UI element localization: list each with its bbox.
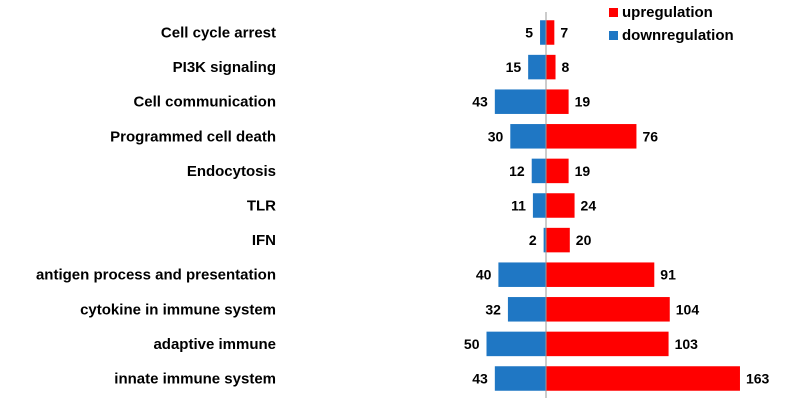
bar-upregulation-adaptive-immune xyxy=(546,331,669,357)
bar-downregulation-tlr xyxy=(532,193,546,218)
value-label-downregulation-cell-communication: 43 xyxy=(472,94,488,110)
bar-upregulation-cell-communication xyxy=(546,89,569,114)
legend: upregulation downregulation xyxy=(609,4,734,44)
bar-upregulation-tlr xyxy=(546,193,575,218)
value-label-downregulation-tlr: 11 xyxy=(511,198,526,214)
value-label-upregulation-adaptive-immune: 103 xyxy=(675,336,699,352)
category-label-endocytosis: Endocytosis xyxy=(187,163,276,180)
bar-downregulation-ifn xyxy=(543,227,546,253)
value-label-upregulation-pi3k-signaling: 8 xyxy=(562,59,570,75)
value-label-downregulation-antigen-process-and-presentation: 40 xyxy=(476,267,492,283)
bar-upregulation-innate-immune-system xyxy=(546,366,740,391)
value-label-upregulation-tlr: 24 xyxy=(581,198,597,214)
value-label-downregulation-innate-immune-system: 43 xyxy=(472,371,488,387)
bar-downregulation-cell-cycle-arrest xyxy=(540,20,546,45)
bar-upregulation-endocytosis xyxy=(546,158,569,184)
value-label-upregulation-ifn: 20 xyxy=(576,232,592,248)
value-label-upregulation-antigen-process-and-presentation: 91 xyxy=(660,267,676,283)
bar-downregulation-adaptive-immune xyxy=(486,331,546,357)
bar-upregulation-cell-cycle-arrest xyxy=(546,20,555,45)
legend-swatch-downregulation xyxy=(609,31,618,40)
category-label-programmed-cell-death: Programmed cell death xyxy=(110,128,276,145)
value-label-downregulation-cytokine-in-immune-system: 32 xyxy=(485,301,501,317)
value-label-upregulation-innate-immune-system: 163 xyxy=(746,371,770,387)
value-label-upregulation-endocytosis: 19 xyxy=(575,163,591,179)
bar-downregulation-cytokine-in-immune-system xyxy=(507,297,546,322)
bar-downregulation-innate-immune-system xyxy=(494,366,546,391)
bar-upregulation-pi3k-signaling xyxy=(546,54,556,80)
bar-downregulation-antigen-process-and-presentation xyxy=(498,262,546,287)
legend-label-downregulation: downregulation xyxy=(622,27,734,44)
value-label-upregulation-programmed-cell-death: 76 xyxy=(642,128,658,144)
bars xyxy=(486,20,740,391)
bar-upregulation-antigen-process-and-presentation xyxy=(546,262,655,287)
value-label-downregulation-cell-cycle-arrest: 5 xyxy=(525,25,533,41)
category-label-innate-immune-system: innate immune system xyxy=(114,371,276,388)
bar-downregulation-endocytosis xyxy=(531,158,546,184)
category-label-tlr: TLR xyxy=(247,198,276,215)
category-label-cytokine-in-immune-system: cytokine in immune system xyxy=(80,301,276,318)
bar-upregulation-cytokine-in-immune-system xyxy=(546,297,670,322)
value-label-downregulation-programmed-cell-death: 30 xyxy=(488,128,504,144)
value-label-upregulation-cell-cycle-arrest: 7 xyxy=(560,25,568,41)
category-label-ifn: IFN xyxy=(252,232,276,249)
value-label-downregulation-adaptive-immune: 50 xyxy=(464,336,480,352)
category-label-cell-cycle-arrest: Cell cycle arrest xyxy=(161,25,276,42)
value-labels: 5 7 15 8 43 19 30 76 12 19 11 24 2 20 40 91 32 104 50 103 43… xyxy=(464,25,770,387)
bar-downregulation-pi3k-signaling xyxy=(528,54,546,80)
bar-upregulation-ifn xyxy=(546,227,570,253)
category-label-cell-communication: Cell communication xyxy=(133,94,276,111)
value-label-downregulation-endocytosis: 12 xyxy=(509,163,525,179)
value-label-downregulation-ifn: 2 xyxy=(529,232,537,248)
value-label-upregulation-cytokine-in-immune-system: 104 xyxy=(676,301,700,317)
legend-swatch-upregulation xyxy=(609,8,618,17)
category-label-adaptive-immune: adaptive immune xyxy=(153,336,276,353)
legend-label-upregulation: upregulation xyxy=(622,4,713,21)
bar-downregulation-cell-communication xyxy=(494,89,546,114)
bar-downregulation-programmed-cell-death xyxy=(510,124,546,149)
category-label-antigen-process-and-presentation: antigen process and presentation xyxy=(36,267,276,284)
value-label-upregulation-cell-communication: 19 xyxy=(575,94,591,110)
bar-upregulation-programmed-cell-death xyxy=(546,124,637,149)
category-labels: Cell cycle arrest PI3K signaling Cell comm… xyxy=(36,25,276,388)
category-label-pi3k-signaling: PI3K signaling xyxy=(173,59,276,76)
value-label-downregulation-pi3k-signaling: 15 xyxy=(506,59,522,75)
